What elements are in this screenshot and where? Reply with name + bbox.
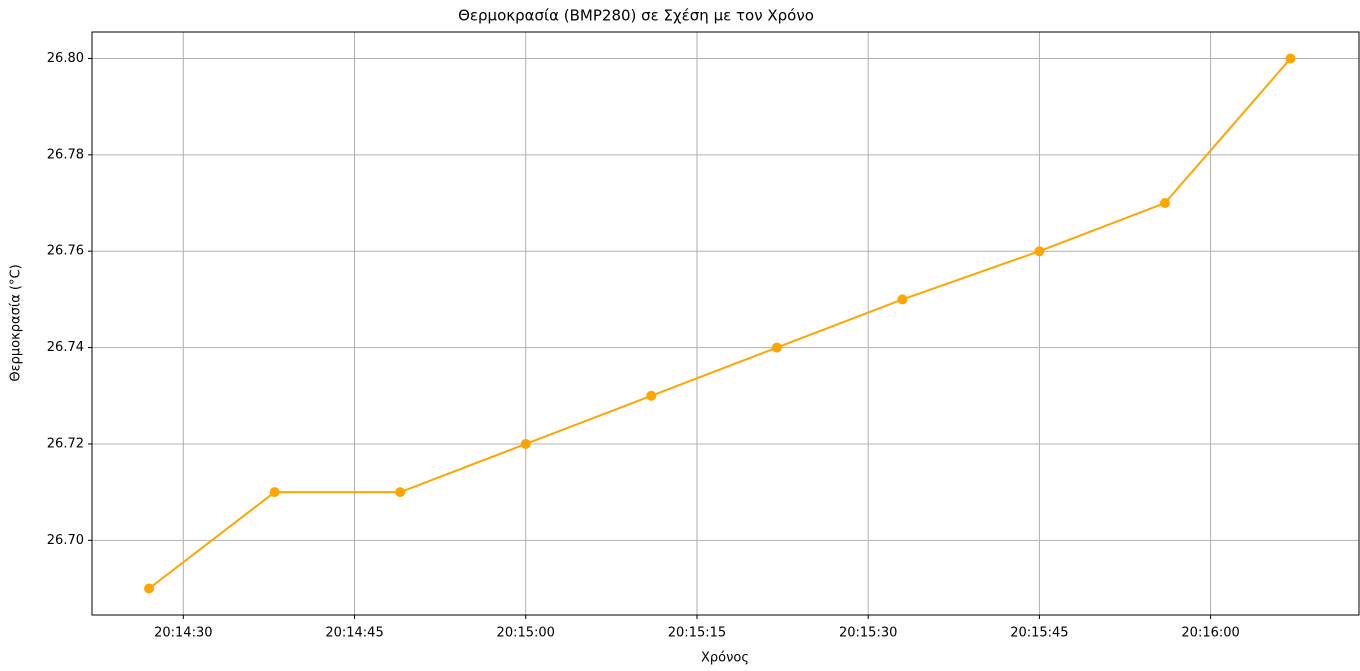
data-point — [771, 342, 782, 353]
data-point — [269, 487, 280, 498]
x-tick-label: 20:15:15 — [668, 626, 726, 641]
data-point — [897, 294, 908, 305]
y-tick-label: 26.80 — [47, 51, 84, 66]
x-tick-label: 20:14:45 — [325, 626, 383, 641]
data-point — [144, 583, 155, 594]
data-point — [646, 390, 657, 401]
y-tick-label: 26.74 — [47, 340, 84, 355]
chart-title: Θερμοκρασία (BMP280) σε Σχέση με τον Χρό… — [458, 7, 814, 25]
x-tick-label: 20:15:45 — [1010, 626, 1068, 641]
y-axis-label: Θερμοκρασία (°C) — [9, 264, 24, 381]
x-tick-label: 20:15:00 — [497, 626, 555, 641]
x-tick-label: 20:15:30 — [839, 626, 897, 641]
y-tick-label: 26.70 — [47, 533, 84, 548]
y-tick-label: 26.78 — [47, 147, 84, 162]
data-line — [148, 57, 1292, 590]
y-tick-label: 26.72 — [47, 436, 84, 451]
data-point — [395, 487, 406, 498]
x-tick-label: 20:16:00 — [1181, 626, 1239, 641]
x-axis-label: Χρόνος — [701, 651, 749, 666]
data-point — [1159, 198, 1170, 209]
x-tick-label: 20:14:30 — [154, 626, 212, 641]
data-point — [1285, 53, 1296, 64]
data-point — [520, 438, 531, 449]
plot-frame — [91, 31, 1360, 616]
data-point — [1034, 246, 1045, 257]
y-tick-label: 26.76 — [47, 244, 84, 259]
